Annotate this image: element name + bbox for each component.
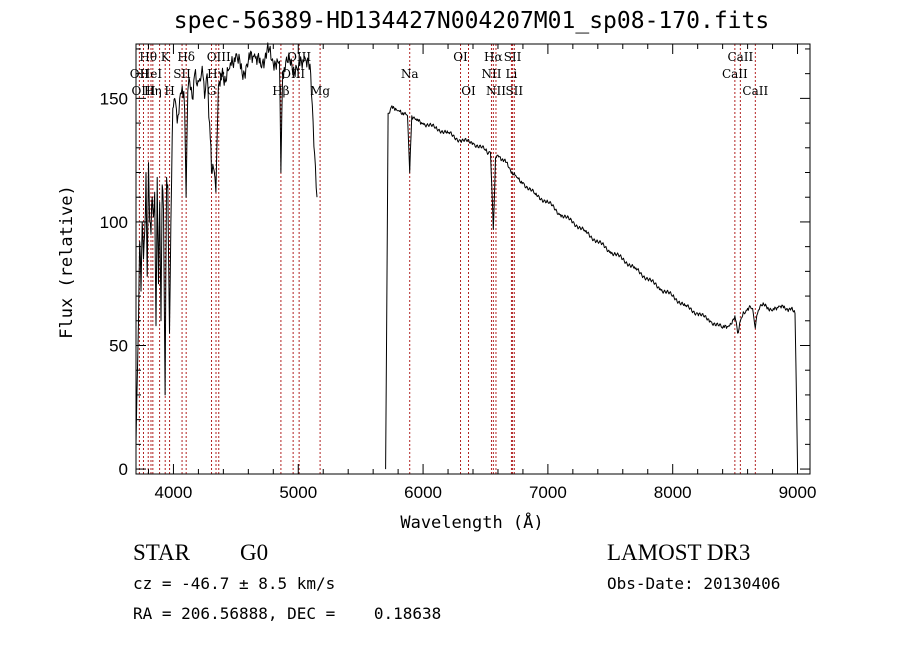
line-label: OIII bbox=[207, 50, 231, 64]
object-type: STAR bbox=[133, 540, 190, 565]
plot-frame bbox=[135, 43, 811, 475]
line-label: HeI bbox=[140, 67, 163, 81]
y-tick-label: 100 bbox=[100, 213, 128, 232]
line-label: Hα bbox=[484, 50, 503, 64]
redshift-velocity: cz = -46.7 ± 8.5 km/s bbox=[133, 574, 336, 593]
line-label: Hδ bbox=[177, 50, 195, 64]
line-label: CaII bbox=[722, 67, 748, 81]
x-tick-label: 9000 bbox=[779, 483, 817, 502]
line-label: H bbox=[164, 84, 174, 98]
x-tick-label: 8000 bbox=[654, 483, 692, 502]
line-label: K bbox=[161, 50, 171, 64]
survey-name: LAMOST DR3 bbox=[607, 540, 751, 565]
x-tick-label: 5000 bbox=[279, 483, 317, 502]
line-label: Li bbox=[506, 67, 518, 81]
y-axis: 0 50 100 150 bbox=[100, 48, 810, 479]
spectrum-segment bbox=[135, 42, 318, 445]
line-label: NII bbox=[486, 84, 506, 98]
line-label: Mg bbox=[310, 84, 330, 98]
x-tick-label: 4000 bbox=[155, 483, 193, 502]
line-label: OIII bbox=[131, 84, 155, 98]
line-label: NII bbox=[481, 67, 501, 81]
line-label: CaII bbox=[742, 84, 768, 98]
y-tick-label: 0 bbox=[119, 460, 128, 479]
y-tick-label: 150 bbox=[100, 89, 128, 108]
spectrum-series bbox=[135, 42, 798, 470]
line-label: Na bbox=[401, 67, 419, 81]
chart-title: spec-56389-HD134427N004207M01_sp08-170.f… bbox=[173, 8, 770, 34]
line-label: OI bbox=[461, 84, 476, 98]
x-tick-label: 6000 bbox=[404, 483, 442, 502]
x-tick-label: 7000 bbox=[529, 483, 567, 502]
line-label: SII bbox=[505, 84, 523, 98]
spectral-subclass: G0 bbox=[240, 540, 269, 565]
x-axis: 4000 5000 6000 7000 8000 9000 bbox=[147, 44, 817, 502]
coordinates: RA = 206.56888, DEC = 0.18638 bbox=[133, 604, 442, 623]
line-label: Hθ bbox=[139, 50, 157, 64]
observation-date: Obs-Date: 20130406 bbox=[607, 574, 781, 593]
line-label: OIII bbox=[287, 50, 311, 64]
line-label: G bbox=[207, 84, 217, 98]
x-axis-label: Wavelength (Å) bbox=[400, 511, 543, 533]
line-label: SII bbox=[173, 67, 191, 81]
line-label: CaII bbox=[727, 50, 753, 64]
spectrum-segment bbox=[385, 105, 798, 470]
y-axis-label: Flux (relative) bbox=[57, 185, 77, 339]
line-label: SII bbox=[504, 50, 522, 64]
y-tick-label: 50 bbox=[109, 336, 128, 355]
line-label: OI bbox=[453, 50, 468, 64]
emission-line-markers bbox=[138, 44, 756, 474]
line-label: Hβ bbox=[272, 84, 289, 98]
line-label: Hη bbox=[144, 84, 162, 98]
